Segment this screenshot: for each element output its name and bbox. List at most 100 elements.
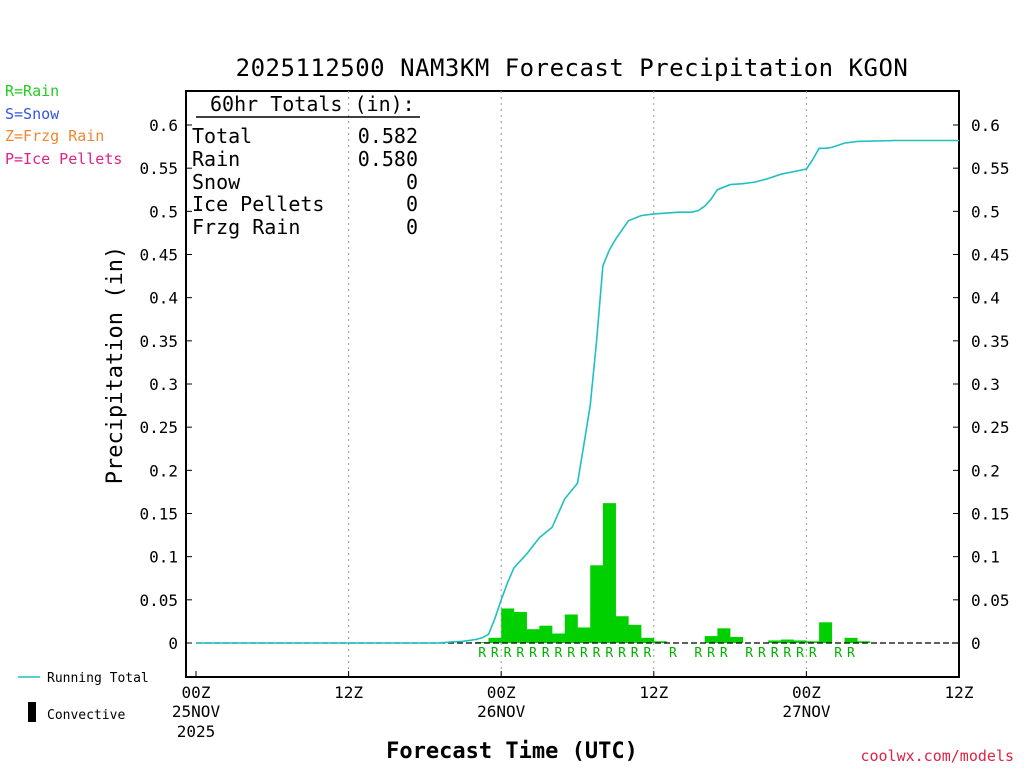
rain-bar-31h [590, 565, 604, 643]
ytick-left-label: 0 [168, 634, 178, 653]
rain-bar-35h [641, 637, 655, 643]
rain-bar-24h [501, 608, 515, 643]
running-total-legend-label: Running Total [47, 671, 149, 686]
y-axis-label: Precipitation (in) [103, 246, 128, 484]
ytick-left-label: 0.4 [149, 289, 178, 308]
rain-bar-25h [513, 611, 527, 643]
totals-value-snow: 0 [406, 170, 418, 194]
precip-type-letter: R [516, 646, 524, 661]
rain-bar-48h [806, 641, 820, 643]
precip-type-letter: R [605, 646, 613, 661]
rain-bar-51h [844, 637, 858, 643]
ytick-right-label: 0.45 [971, 246, 1010, 265]
xtick-label: 12Z [639, 683, 668, 702]
running-total-line [196, 139, 959, 644]
ytick-left-label: 0.15 [139, 505, 178, 524]
totals-label-frzg-rain: Frzg Rain [192, 215, 300, 239]
rain-bar-27h [539, 625, 553, 643]
legend-frzg-rain: Z=Frzg Rain [5, 127, 104, 145]
precip-type-letter: R [567, 646, 575, 661]
totals-box: 60hr Totals (in): Total 0.582 Rain 0.580… [192, 92, 420, 239]
rain-bar-49h [819, 622, 833, 643]
rain-bar-52h [857, 641, 871, 643]
xtick-label: 00Z [182, 683, 211, 702]
ytick-right-label: 0.55 [971, 159, 1010, 178]
totals-label-ice-pellets: Ice Pellets [192, 192, 324, 216]
precip-type-letter: R [745, 646, 753, 661]
totals-value-frzg-rain: 0 [406, 215, 418, 239]
rain-bars [475, 503, 871, 643]
precip-type-letter: R [555, 646, 563, 661]
xtick-date: 25NOV [172, 702, 221, 721]
convective-legend-label: Convective [47, 708, 125, 723]
xtick-label: 12Z [334, 683, 363, 702]
xtick-label: 00Z [792, 683, 821, 702]
ytick-right-label: 0.05 [971, 591, 1010, 610]
precip-type-letter: R [720, 646, 728, 661]
precip-type-letter: R [694, 646, 702, 661]
ytick-left-label: 0.45 [139, 246, 178, 265]
rain-bar-30h [577, 627, 591, 643]
precip-type-letter: R [478, 646, 486, 661]
ytick-left-label: 0.1 [149, 548, 178, 567]
ytick-left-label: 0.6 [149, 116, 178, 135]
totals-label-total: Total [192, 124, 252, 148]
precip-type-letter: R [644, 646, 652, 661]
ytick-left-label: 0.55 [139, 159, 178, 178]
ytick-right-label: 0.6 [971, 116, 1000, 135]
precip-type-letter: R [758, 646, 766, 661]
totals-label-rain: Rain [192, 147, 240, 171]
y-axis-left: 0 0.05 0.1 0.15 0.2 0.25 0.3 0.35 0.4 0.45 0.5 0.55… [139, 116, 192, 653]
legend-snow: S=Snow [5, 105, 60, 123]
xtick-label: 00Z [487, 683, 516, 702]
rain-bar-36h [653, 641, 667, 643]
precip-type-letter: R [834, 646, 842, 661]
ytick-left-label: 0.2 [149, 461, 178, 480]
precip-type-letter: R [796, 646, 804, 661]
credit-text: coolwx.com/models [860, 747, 1014, 765]
ytick-left-label: 0.35 [139, 332, 178, 351]
ytick-left-label: 0.05 [139, 591, 178, 610]
precip-type-letter: R [669, 646, 677, 661]
running-total-curve [196, 139, 959, 644]
rain-bar-23h [488, 637, 502, 643]
xtick-date: 27NOV [782, 702, 831, 721]
precip-type-letter: R [491, 646, 499, 661]
precip-type-letter: R [631, 646, 639, 661]
rain-bar-22h [475, 642, 489, 643]
ytick-right-label: 0.4 [971, 289, 1000, 308]
rain-bar-42h [730, 636, 744, 643]
rain-bar-34h [628, 624, 642, 643]
gridlines [348, 91, 807, 677]
precip-type-letter: R [580, 646, 588, 661]
ytick-left-label: 0.5 [149, 202, 178, 221]
ytick-right-label: 0.5 [971, 202, 1000, 221]
rain-bar-41h [717, 628, 731, 643]
rain-bar-29h [564, 614, 578, 643]
precip-type-letter: R [847, 646, 855, 661]
ytick-left-label: 0.3 [149, 375, 178, 394]
precip-type-letter: R [529, 646, 537, 661]
rain-bar-28h [552, 633, 566, 643]
ytick-right-label: 0.15 [971, 505, 1010, 524]
totals-value-ice-pellets: 0 [406, 192, 418, 216]
ytick-right-label: 0.25 [971, 418, 1010, 437]
ytick-right-label: 0.2 [971, 461, 1000, 480]
convective-swatch [28, 702, 36, 722]
precip-type-letter: R [771, 646, 779, 661]
y-axis-right: 0 0.05 0.1 0.15 0.2 0.25 0.3 0.35 0.4 0.45 0.5 0.55… [953, 116, 1010, 653]
rain-bar-40h [704, 636, 718, 643]
plot-frame [185, 90, 960, 678]
xtick-label: 12Z [945, 683, 974, 702]
ytick-left-label: 0.25 [139, 418, 178, 437]
precip-type-letter: R [504, 646, 512, 661]
bottom-legend: Running Total Convective [18, 671, 149, 723]
rain-bar-26h [526, 629, 540, 643]
precip-type-letter: R [707, 646, 715, 661]
ytick-right-label: 0.1 [971, 548, 1000, 567]
totals-value-rain: 0.580 [358, 147, 418, 171]
x-axis-label: Forecast Time (UTC) [386, 739, 638, 764]
